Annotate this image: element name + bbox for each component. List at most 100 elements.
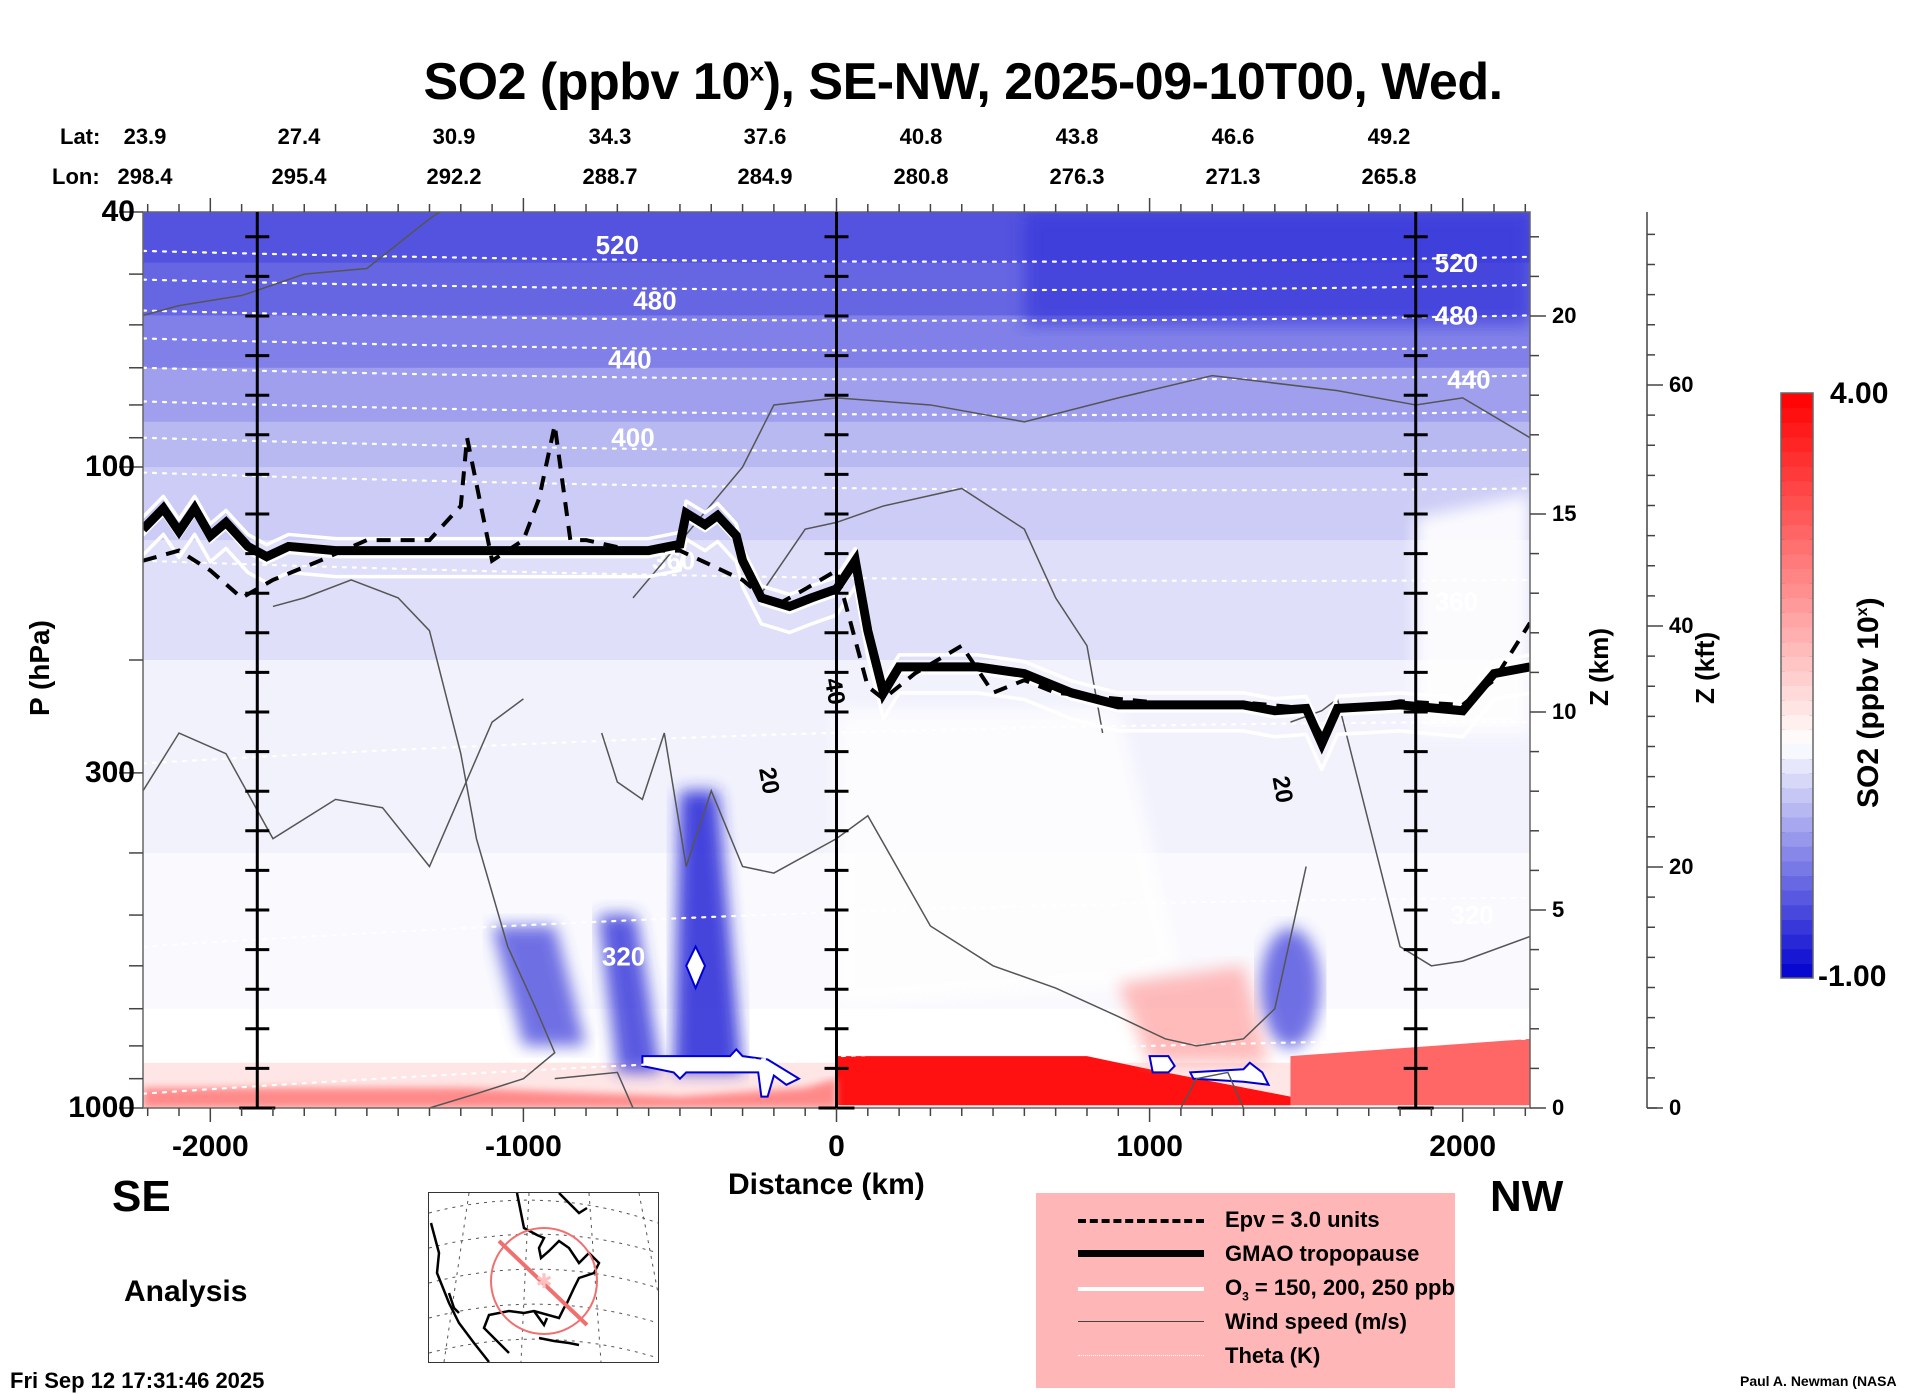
nw-direction-label: NW [1490, 1172, 1564, 1221]
legend-item-epv: Epv = 3.0 units [1036, 1205, 1455, 1235]
lat-value: 34.3 [588, 124, 632, 149]
colorbar-title: SO2 (ppbv 10x) [1852, 597, 1885, 808]
colorbar-level [1781, 744, 1813, 760]
theta-label: 520 [596, 230, 639, 260]
ozone-contour [143, 494, 1530, 734]
colorbar-level [1781, 436, 1813, 452]
lat-value: 37.6 [743, 124, 787, 149]
field-blob [673, 790, 743, 1073]
wind-speed-contour [1180, 1071, 1245, 1108]
section-center-star: ✱ [536, 1269, 553, 1293]
z-kft-axis-label: Z (kft) [1690, 631, 1720, 704]
colorbar-level [1781, 963, 1813, 979]
white-line-swatch [1078, 1287, 1204, 1291]
colorbar-level [1781, 524, 1813, 540]
missing-data-patch [685, 944, 707, 991]
lon-value: 295.4 [271, 164, 327, 189]
colorbar-level [1781, 670, 1813, 686]
tropopause-line [143, 499, 1530, 755]
theta-label: 360 [1435, 586, 1478, 616]
missing-data-patch [1148, 1055, 1176, 1074]
colorbar-min-label: -1.00 [1818, 960, 1887, 993]
map-graticule [429, 1193, 658, 1362]
z-km-tick-label: 0 [1552, 1095, 1565, 1120]
theta-label: 480 [633, 286, 676, 316]
thick-line-swatch [1078, 1250, 1204, 1257]
y-tick-label: 300 [84, 755, 135, 789]
section-circle: ✱ [490, 1227, 598, 1335]
lat-value: 49.2 [1367, 124, 1411, 149]
lon-label: Lon: [52, 164, 100, 189]
z-km-tick-label: 10 [1552, 699, 1577, 724]
theta-label: 520 [1435, 248, 1478, 278]
analysis-label: Analysis [124, 1275, 248, 1308]
y-tick-label: 1000 [68, 1091, 135, 1124]
theta-contour [143, 1037, 1530, 1095]
field-red-layer [1290, 1038, 1530, 1108]
lon-value: 271.3 [1205, 164, 1261, 189]
chart-title: SO2 (ppbv 10x), SE-NW, 2025-09-10T00, We… [423, 53, 1503, 111]
z-kft-tick-label: 20 [1669, 854, 1694, 879]
section-line [497, 1239, 589, 1327]
colorbar-max-label: 4.00 [1830, 377, 1889, 410]
wind-speed-contour [554, 1071, 634, 1108]
z-km-tick-label: 15 [1552, 501, 1577, 526]
colorbar-level [1781, 466, 1813, 482]
z-km-axis-label: Z (km) [1584, 628, 1614, 706]
colorbar-level [1781, 685, 1813, 701]
theta-contour [143, 721, 1530, 765]
colorbar-level [1781, 729, 1813, 745]
colorbar-frame [1780, 392, 1814, 979]
colorbar-level [1781, 451, 1813, 467]
colorbar-level [1781, 583, 1813, 599]
y-tick-label: 40 [101, 195, 135, 228]
colorbar-level [1781, 422, 1813, 438]
colorbar-level [1781, 817, 1813, 833]
z-km-tick-label: 20 [1552, 303, 1577, 328]
field-blob [1118, 965, 1269, 1063]
lon-value: 276.3 [1049, 164, 1105, 189]
wind-speed-label: 40 [819, 676, 850, 707]
colorbar-level [1781, 904, 1813, 920]
x-tick-label: -1000 [485, 1130, 562, 1163]
field-red-layer [143, 1078, 837, 1108]
colorbar-level [1781, 627, 1813, 643]
inset-locator-map: ✱ [428, 1192, 659, 1363]
lat-value: 40.8 [899, 124, 943, 149]
x-tick-label: -2000 [171, 1130, 249, 1163]
dashed-line-swatch [1078, 1219, 1204, 1223]
colorbar-level [1781, 861, 1813, 877]
colorbar-level [1781, 510, 1813, 526]
colorbar-level [1781, 948, 1813, 964]
axes [119, 198, 1814, 1122]
theta-label: 320 [602, 941, 645, 971]
lat-value: 30.9 [432, 124, 476, 149]
z-kft-tick-label: 60 [1669, 372, 1694, 397]
x-tick-label: 0 [828, 1130, 845, 1163]
colorbar-level [1781, 480, 1813, 496]
colorbar-level [1781, 553, 1813, 569]
theta-label: 440 [1447, 364, 1490, 394]
colorbar-level [1781, 831, 1813, 847]
lat-value: 23.9 [123, 124, 167, 149]
theta-label: 480 [1435, 300, 1478, 330]
ozone-contour [143, 512, 1530, 752]
lat-value: 27.4 [277, 124, 321, 149]
y-tick-label: 100 [84, 450, 135, 484]
field-blob [836, 710, 1181, 1009]
colorbar-level [1781, 568, 1813, 584]
missing-data-patch [1188, 1061, 1271, 1087]
credit: Paul A. Newman (NASA [1740, 1373, 1897, 1389]
z-kft-tick-label: 0 [1669, 1095, 1682, 1120]
x-axis-label: Distance (km) [728, 1168, 925, 1201]
wind-speed-label: 20 [1267, 774, 1298, 805]
lon-value: 280.8 [893, 164, 949, 189]
missing-data-patch [641, 1047, 802, 1098]
colorbar-level [1781, 714, 1813, 730]
wind-speed-contour [600, 732, 1307, 1047]
theta-label: 320 [1450, 900, 1493, 930]
field-blob [598, 915, 662, 1073]
colorbar-level [1781, 495, 1813, 511]
x-tick-label: 1000 [1116, 1130, 1183, 1163]
